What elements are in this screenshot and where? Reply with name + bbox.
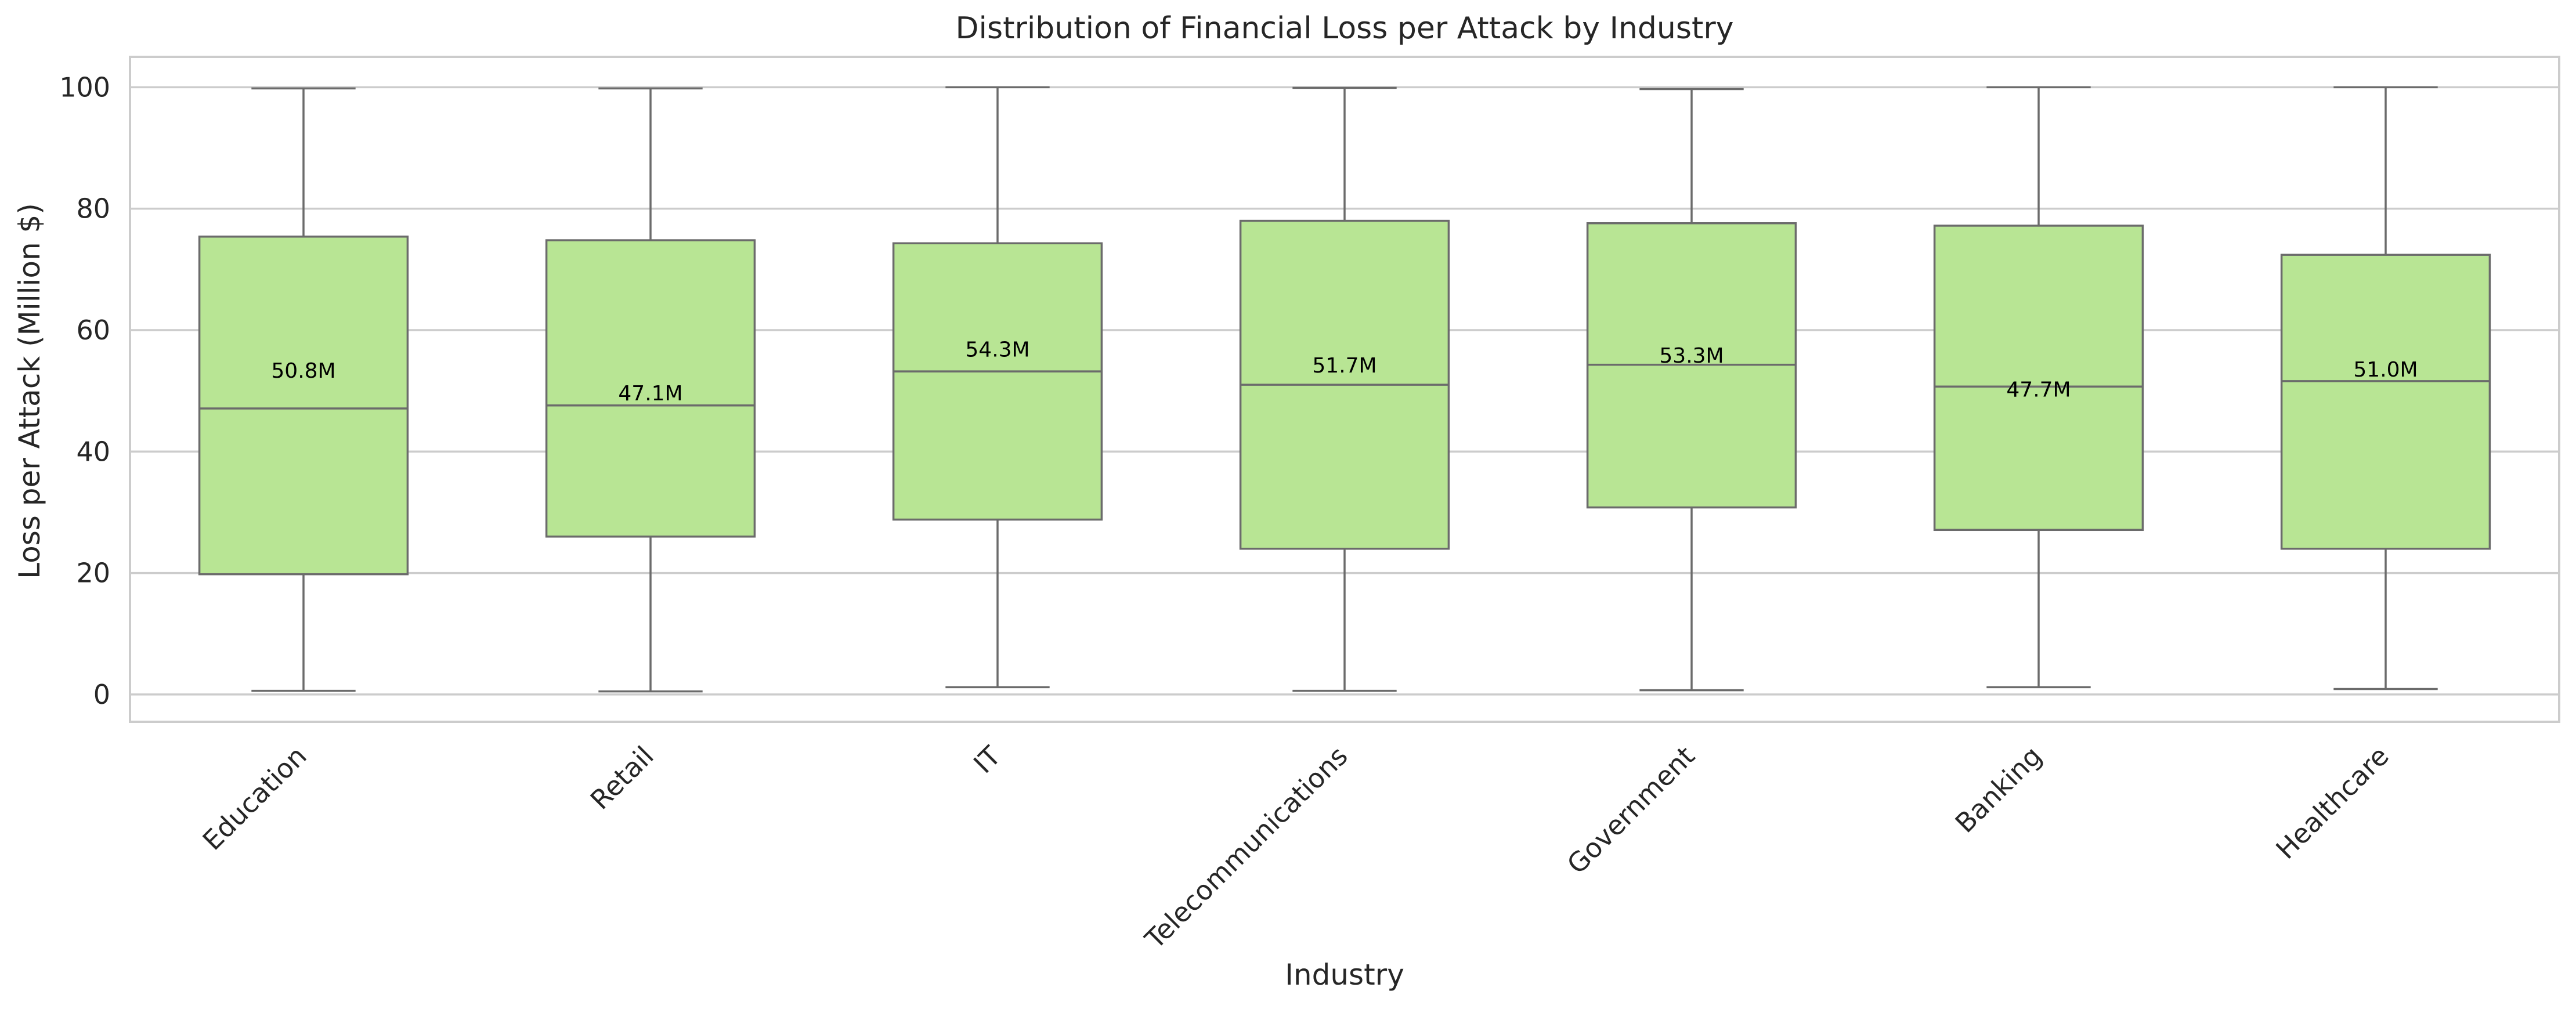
iqr-box [545, 239, 756, 538]
mean-label: 51.0M [2353, 358, 2418, 382]
box-healthcare: 51.0M [2280, 86, 2491, 690]
y-tick-label: 20 [76, 558, 110, 589]
iqr-box [2280, 254, 2491, 550]
y-axis-label: Loss per Attack (Million $) [13, 203, 46, 579]
chart-title: Distribution of Financial Loss per Attac… [955, 11, 1733, 46]
y-tick-label: 40 [76, 436, 110, 467]
y-tick-label: 0 [93, 679, 110, 710]
mean-label: 53.3M [1659, 344, 1724, 368]
iqr-box [892, 242, 1103, 521]
mean-label: 51.7M [1312, 354, 1376, 378]
plot-area-frame [129, 56, 2560, 723]
box-banking: 47.7M [1933, 86, 2144, 689]
x-axis-label: Industry [1285, 958, 1404, 992]
mean-label: 47.1M [618, 382, 682, 406]
y-tick-label: 80 [76, 193, 110, 225]
box-retail: 47.1M [545, 87, 756, 693]
y-tick-label: 100 [59, 71, 110, 103]
mean-label: 50.8M [271, 359, 335, 383]
box-telecommunications: 51.7M [1239, 86, 1450, 692]
y-axis-ticks: 0 20 40 60 80 100 [59, 71, 110, 710]
mean-label: 54.3M [965, 338, 1029, 362]
y-tick-label: 60 [76, 314, 110, 346]
boxes: 50.8M 47.1M 54.3M 51.7M 53.3M 47.7M 51.0M [198, 86, 2491, 693]
iqr-box [1933, 225, 2144, 531]
box-it: 54.3M [892, 86, 1103, 689]
mean-label: 47.7M [2006, 378, 2071, 402]
box-government: 53.3M [1586, 88, 1797, 692]
box-education: 50.8M [198, 87, 409, 692]
iqr-box [198, 236, 409, 576]
